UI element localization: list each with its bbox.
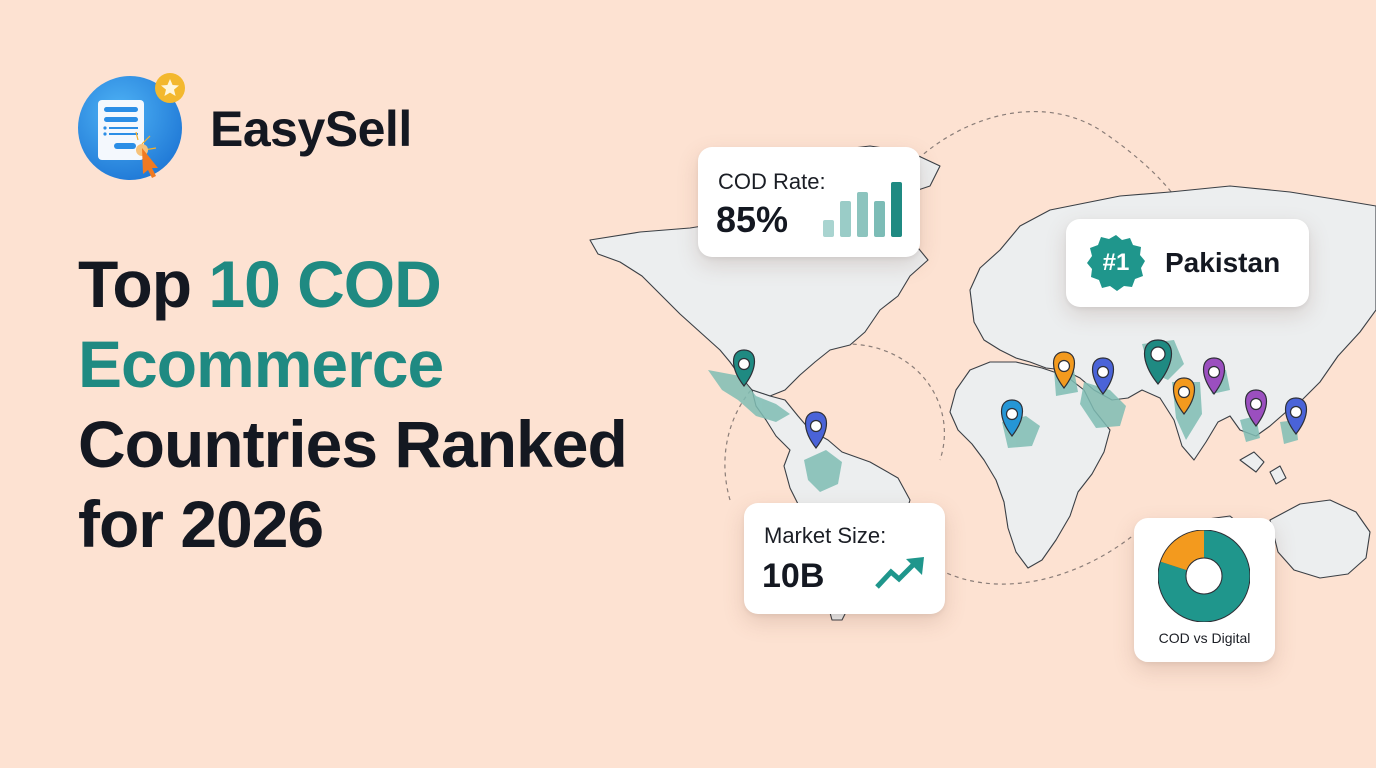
trend-up-arrow-icon (875, 557, 924, 589)
title-line-4: for 2026 (78, 487, 324, 561)
star-icon (155, 73, 185, 103)
market-size-label: Market Size: (764, 523, 887, 548)
pin-pakistan (1144, 339, 1172, 385)
rank-country: Pakistan (1165, 247, 1281, 278)
rank-badge: #1 (1102, 249, 1130, 276)
pin-nigeria (1000, 399, 1024, 437)
pin-india (1172, 377, 1196, 415)
title-line-2: Ecommerce (78, 327, 444, 401)
pin-colombia (804, 411, 828, 449)
bar-chart-icon (823, 177, 903, 237)
market-size-card: Market Size: 10B (744, 503, 945, 614)
pin-philippines (1284, 397, 1308, 435)
pin-thailand (1244, 389, 1268, 427)
badge-seal-icon (1087, 235, 1145, 291)
rank-card: #1 Pakistan (1066, 219, 1309, 307)
donut-chart-icon (1158, 530, 1250, 622)
cod-vs-digital-card: COD vs Digital (1134, 518, 1275, 662)
title-line-3: Countries Ranked (78, 407, 628, 481)
pin-egypt (1052, 351, 1076, 389)
pin-mexico (732, 349, 756, 387)
page-title: Top 10 COD Ecommerce Countries Ranked fo… (78, 244, 698, 564)
form-click-icon (78, 76, 182, 180)
cod-rate-card: COD Rate: 85% (698, 147, 920, 257)
brand-name: EasySell (210, 101, 412, 157)
donut-label: COD vs Digital (1158, 630, 1251, 646)
easysell-logo (76, 73, 188, 182)
title-accent: 10 COD (208, 247, 441, 321)
pin-bangladesh (1202, 357, 1226, 395)
cod-rate-label: COD Rate: (718, 169, 826, 194)
title-text: Top (78, 247, 209, 321)
title-line-1: Top 10 COD (78, 244, 698, 324)
cod-rate-value: 85% (716, 199, 789, 240)
pin-saudi-arabia (1091, 357, 1115, 395)
market-size-value: 10B (762, 557, 825, 595)
